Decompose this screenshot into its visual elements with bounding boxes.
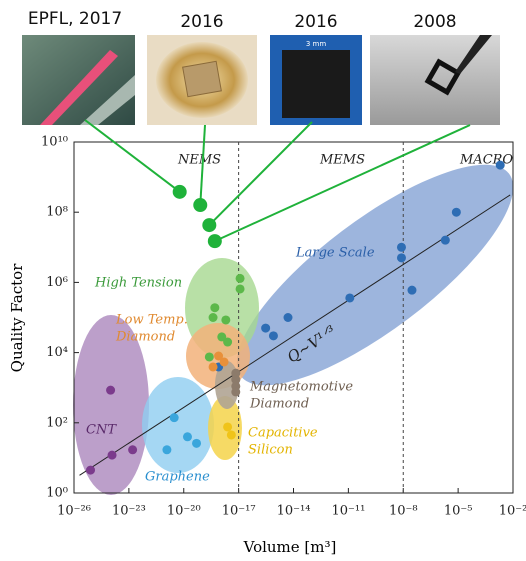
data-point <box>169 413 179 423</box>
photo-link <box>208 121 313 226</box>
data-point <box>172 184 187 199</box>
x-tick-label: 10⁻²³ <box>112 504 146 519</box>
data-point <box>345 293 355 303</box>
data-point <box>396 253 406 263</box>
region-label: CNT <box>86 423 117 438</box>
x-tick-label: 10⁻¹⁴ <box>277 504 311 519</box>
y-tick-label: 10⁶ <box>46 275 68 290</box>
photos: 3 mm EPFL, 2017 2016 2016 2008 <box>22 9 500 125</box>
data-point <box>283 313 293 322</box>
scale-text: 3 mm <box>306 40 326 48</box>
data-point <box>261 323 271 333</box>
x-axis-label: Volume [m³] <box>243 538 337 556</box>
data-point <box>407 285 417 295</box>
x-tick-label: 10⁻²⁰ <box>167 504 201 519</box>
data-point <box>221 315 231 325</box>
data-point <box>268 331 278 341</box>
data-point <box>210 303 220 313</box>
data-point <box>235 284 245 294</box>
region-label: Diamond <box>115 330 175 345</box>
data-point <box>223 422 233 432</box>
x-tick-label: 10⁻⁵ <box>444 504 473 519</box>
y-tick-label: 10² <box>46 415 68 430</box>
data-point <box>235 273 245 283</box>
y-tick-label: 10⁴ <box>46 345 68 360</box>
data-point <box>214 351 224 361</box>
data-point <box>396 242 406 252</box>
data-point <box>226 430 236 440</box>
data-point <box>208 313 218 322</box>
y-tick-label: 10⁸ <box>46 205 68 220</box>
region-label: Diamond <box>249 397 309 412</box>
data-point <box>86 465 96 475</box>
region-label: MACRO <box>459 153 513 168</box>
x-tick-label: 10⁻¹⁷ <box>222 504 256 519</box>
data-point <box>217 332 227 342</box>
data-point <box>193 198 208 213</box>
data-point <box>182 432 192 442</box>
y-tick-label: 10⁰ <box>46 486 68 501</box>
region-label: Capacitive <box>248 426 318 441</box>
region-label: NEMS <box>177 153 221 168</box>
y-axis-label: Quality Factor <box>8 263 26 373</box>
photo-caption: 2016 <box>180 12 223 32</box>
region-label: High Tension <box>94 276 182 291</box>
photo-detail <box>424 58 462 96</box>
data-point <box>231 368 241 378</box>
data-point <box>106 385 116 395</box>
data-point <box>207 234 222 249</box>
region <box>142 377 214 473</box>
photo-detail <box>455 35 492 74</box>
photo-caption: 2008 <box>413 12 456 32</box>
x-tick-label: 10⁻¹¹ <box>331 504 365 519</box>
data-point <box>440 235 450 245</box>
x-tick-label: 10⁻² <box>499 504 526 519</box>
y-tick-label: 10¹⁰ <box>41 135 68 150</box>
region-label: Large Scale <box>295 246 375 261</box>
photo-detail <box>282 50 350 118</box>
photo-detail <box>80 75 135 125</box>
region-label: Magnetomotive <box>249 380 353 395</box>
region-label: Low Temp. <box>115 313 188 328</box>
region-label: Graphene <box>145 470 210 485</box>
data-point <box>223 337 233 347</box>
photo-detail <box>40 50 118 125</box>
photo-detail <box>182 60 222 98</box>
photo-link <box>199 124 206 206</box>
region-label: Silicon <box>248 443 293 458</box>
data-point <box>451 207 461 217</box>
data-point <box>231 375 241 385</box>
region-label: MEMS <box>319 153 365 168</box>
data-point <box>219 357 229 367</box>
photo <box>22 35 135 125</box>
data-point <box>192 438 202 448</box>
fit-line <box>79 194 511 476</box>
data-point <box>495 160 505 170</box>
data-point <box>204 352 214 362</box>
data-point <box>231 387 241 397</box>
data-point <box>208 362 218 372</box>
data-point <box>128 445 138 455</box>
photo-link <box>84 119 181 193</box>
data-point <box>202 218 217 233</box>
photo-caption: 2016 <box>294 12 337 32</box>
photo-caption: EPFL, 2017 <box>28 9 122 29</box>
x-tick-label: 10⁻²⁶ <box>57 504 91 519</box>
region <box>236 164 514 386</box>
data-point <box>107 450 117 460</box>
photo-link <box>214 124 471 243</box>
data-point <box>162 445 172 455</box>
x-tick-label: 10⁻⁸ <box>389 504 418 519</box>
